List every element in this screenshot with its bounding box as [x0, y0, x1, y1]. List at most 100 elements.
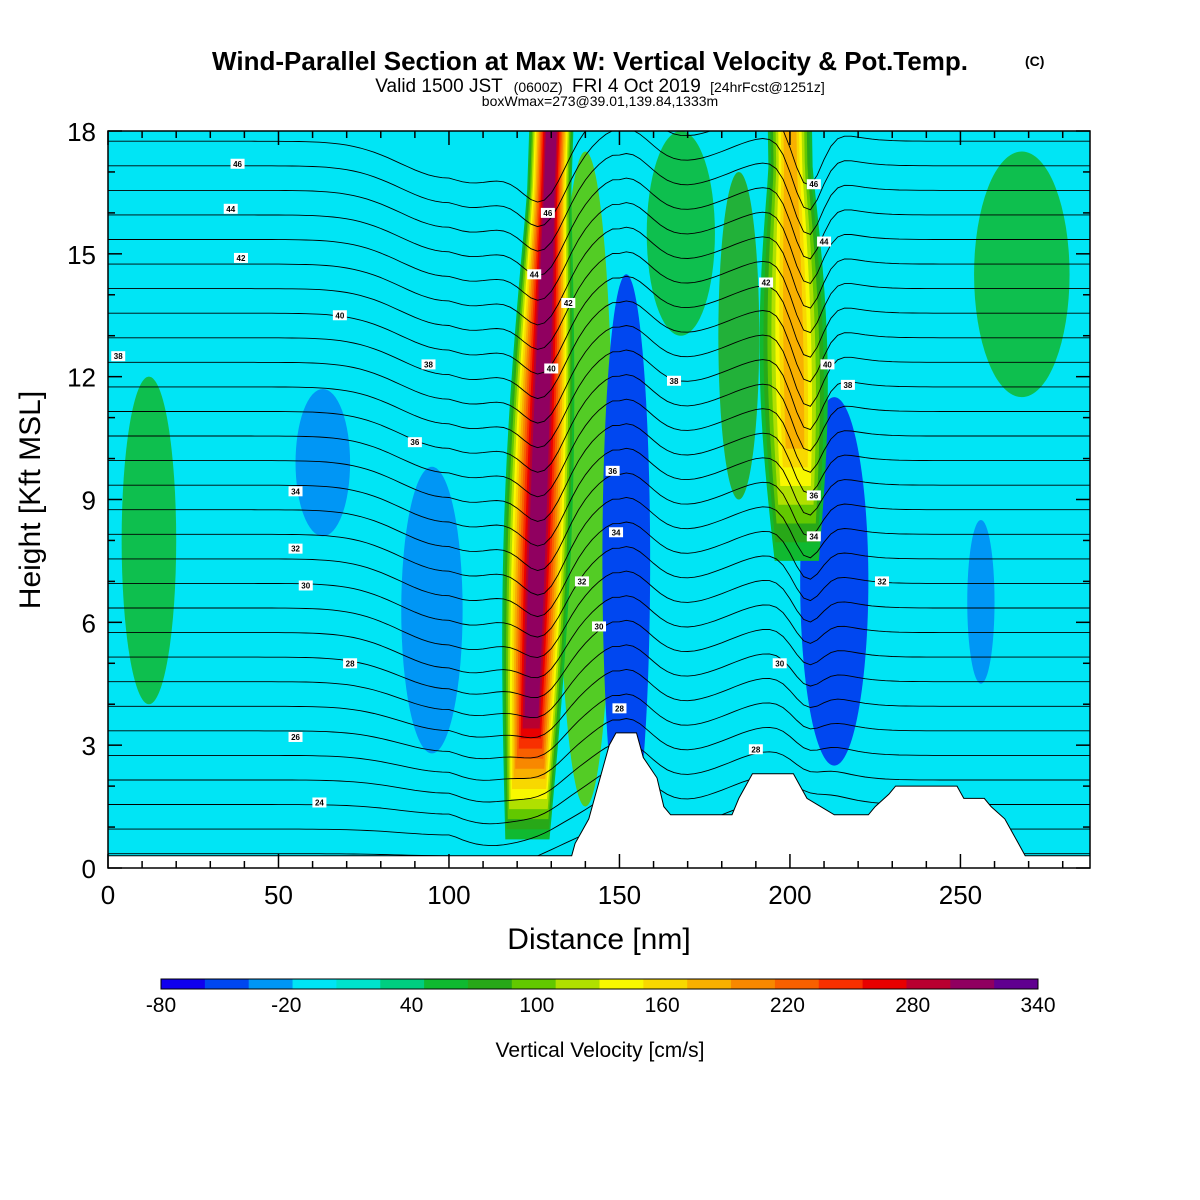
colorbar-swatch-20	[380, 979, 425, 989]
y-tick-label-3: 3	[82, 731, 96, 761]
theta-contour-344	[108, 153, 1090, 252]
x-tick-label-0: 0	[101, 880, 115, 910]
theta-contour-334	[108, 275, 1090, 375]
colorbar-swatch--60	[204, 979, 250, 989]
theta-contour-298	[108, 718, 1090, 781]
contour-label-44: 44	[527, 269, 542, 280]
contour-label-38: 38	[840, 379, 855, 390]
contour-label-32: 32	[875, 576, 890, 587]
contour-label-30: 30	[772, 658, 787, 669]
svg-text:36: 36	[809, 491, 818, 500]
svg-text:44: 44	[226, 205, 235, 214]
contour-label-24: 24	[312, 797, 327, 808]
theta-contour-324	[108, 398, 1090, 498]
colorbar-tick--80: -80	[146, 994, 176, 1017]
downdraft-far-right	[967, 519, 995, 684]
svg-text:40: 40	[547, 364, 556, 373]
svg-text:46: 46	[233, 160, 242, 169]
y-tick-label-0: 0	[82, 854, 96, 884]
theta-contours	[108, 131, 1090, 868]
svg-text:32: 32	[291, 545, 300, 554]
svg-text:40: 40	[823, 360, 832, 369]
contour-label-36: 36	[605, 465, 620, 476]
colorbar-swatch-220	[818, 979, 864, 989]
colorbar-swatch-80	[511, 979, 557, 989]
x-tick-label-100: 100	[427, 880, 470, 910]
contour-label-28: 28	[343, 658, 358, 669]
theta-contour-304	[108, 644, 1090, 719]
x-tick-label-200: 200	[768, 880, 811, 910]
green-zone-1	[974, 151, 1070, 398]
theta-contour-318	[108, 472, 1090, 571]
svg-text:32: 32	[577, 577, 586, 586]
copyright-mark: (C)	[1025, 53, 1044, 69]
svg-text:26: 26	[291, 733, 300, 742]
theta-contour-296	[108, 742, 1090, 803]
svg-text:32: 32	[878, 577, 887, 586]
contour-label-46: 46	[230, 158, 245, 169]
colorbar-tick--20: -20	[271, 994, 301, 1017]
x-tick-label-250: 250	[939, 880, 982, 910]
contour-label-34: 34	[609, 527, 624, 538]
contour-label-32: 32	[574, 576, 589, 587]
theta-contour-338	[108, 226, 1090, 326]
contour-label-44: 44	[817, 236, 832, 247]
contour-label-36: 36	[806, 490, 821, 501]
colorbar-swatch-120	[599, 979, 644, 989]
y-tick-label-6: 6	[82, 608, 96, 638]
theta-contour-312	[108, 546, 1090, 638]
contour-labels: 46 44 42 40 38 38 36 34 32 30 28 26 24 46 44 42 40 38 36 34…	[111, 158, 890, 808]
terrain-profile	[108, 732, 1090, 868]
colorbar-tick-40: 40	[400, 994, 423, 1017]
svg-text:42: 42	[237, 254, 246, 263]
green-zone-0	[121, 376, 177, 705]
colorbar-swatch--20	[292, 979, 337, 989]
updraft-1-level-280	[524, 131, 557, 719]
theta-contour-332	[108, 300, 1090, 400]
contour-label-30: 30	[592, 621, 606, 632]
colorbar-swatch-300	[994, 979, 1039, 989]
theta-contour-302	[108, 668, 1090, 739]
svg-text:40: 40	[335, 311, 344, 320]
svg-text:30: 30	[775, 659, 784, 668]
theta-contour-308	[108, 595, 1090, 679]
contour-label-30: 30	[298, 580, 313, 591]
chart-subtitle-box: boxWmax=273@39.01,139.84,1333m	[482, 93, 718, 109]
theta-contour-300	[108, 693, 1090, 760]
svg-text:46: 46	[809, 180, 818, 189]
green-zone-4	[718, 171, 760, 500]
svg-text:38: 38	[843, 381, 852, 390]
x-axis-label: Distance [nm]	[507, 923, 690, 956]
svg-text:46: 46	[543, 209, 552, 218]
colorbar-swatch-260	[906, 979, 951, 989]
subtitle-utc: (0600Z)	[514, 79, 563, 95]
svg-text:24: 24	[315, 798, 324, 807]
svg-text:44: 44	[530, 270, 539, 279]
theta-contour-320	[108, 447, 1090, 547]
svg-text:30: 30	[301, 581, 310, 590]
colorbar-swatch-140	[643, 979, 688, 989]
colorbar-tick-340: 340	[1020, 994, 1055, 1017]
svg-text:30: 30	[595, 622, 604, 631]
colorbar-label: Vertical Velocity [cm/s]	[496, 1039, 705, 1062]
theta-contour-336	[108, 251, 1090, 350]
y-tick-label-12: 12	[67, 363, 96, 393]
x-axis: 0 50 100 150 200 250	[101, 131, 1064, 910]
colorbar-swatch-240	[862, 979, 907, 989]
contour-label-26: 26	[288, 731, 303, 742]
contour-label-38: 38	[667, 375, 682, 386]
svg-text:28: 28	[615, 704, 624, 713]
y-tick-label-9: 9	[82, 486, 96, 516]
svg-text:36: 36	[608, 467, 617, 476]
colorbar-swatch-0	[336, 979, 381, 989]
chart-subtitle: Valid 1500 JST (0600Z) FRI 4 Oct 2019 [2…	[375, 76, 824, 97]
contour-label-28: 28	[748, 744, 763, 755]
x-tick-label-50: 50	[264, 880, 293, 910]
contour-label-38: 38	[111, 351, 126, 362]
svg-text:42: 42	[762, 278, 771, 287]
svg-text:38: 38	[670, 377, 679, 386]
colorbar-swatch-280	[950, 979, 995, 989]
contour-label-38: 38	[421, 359, 436, 370]
